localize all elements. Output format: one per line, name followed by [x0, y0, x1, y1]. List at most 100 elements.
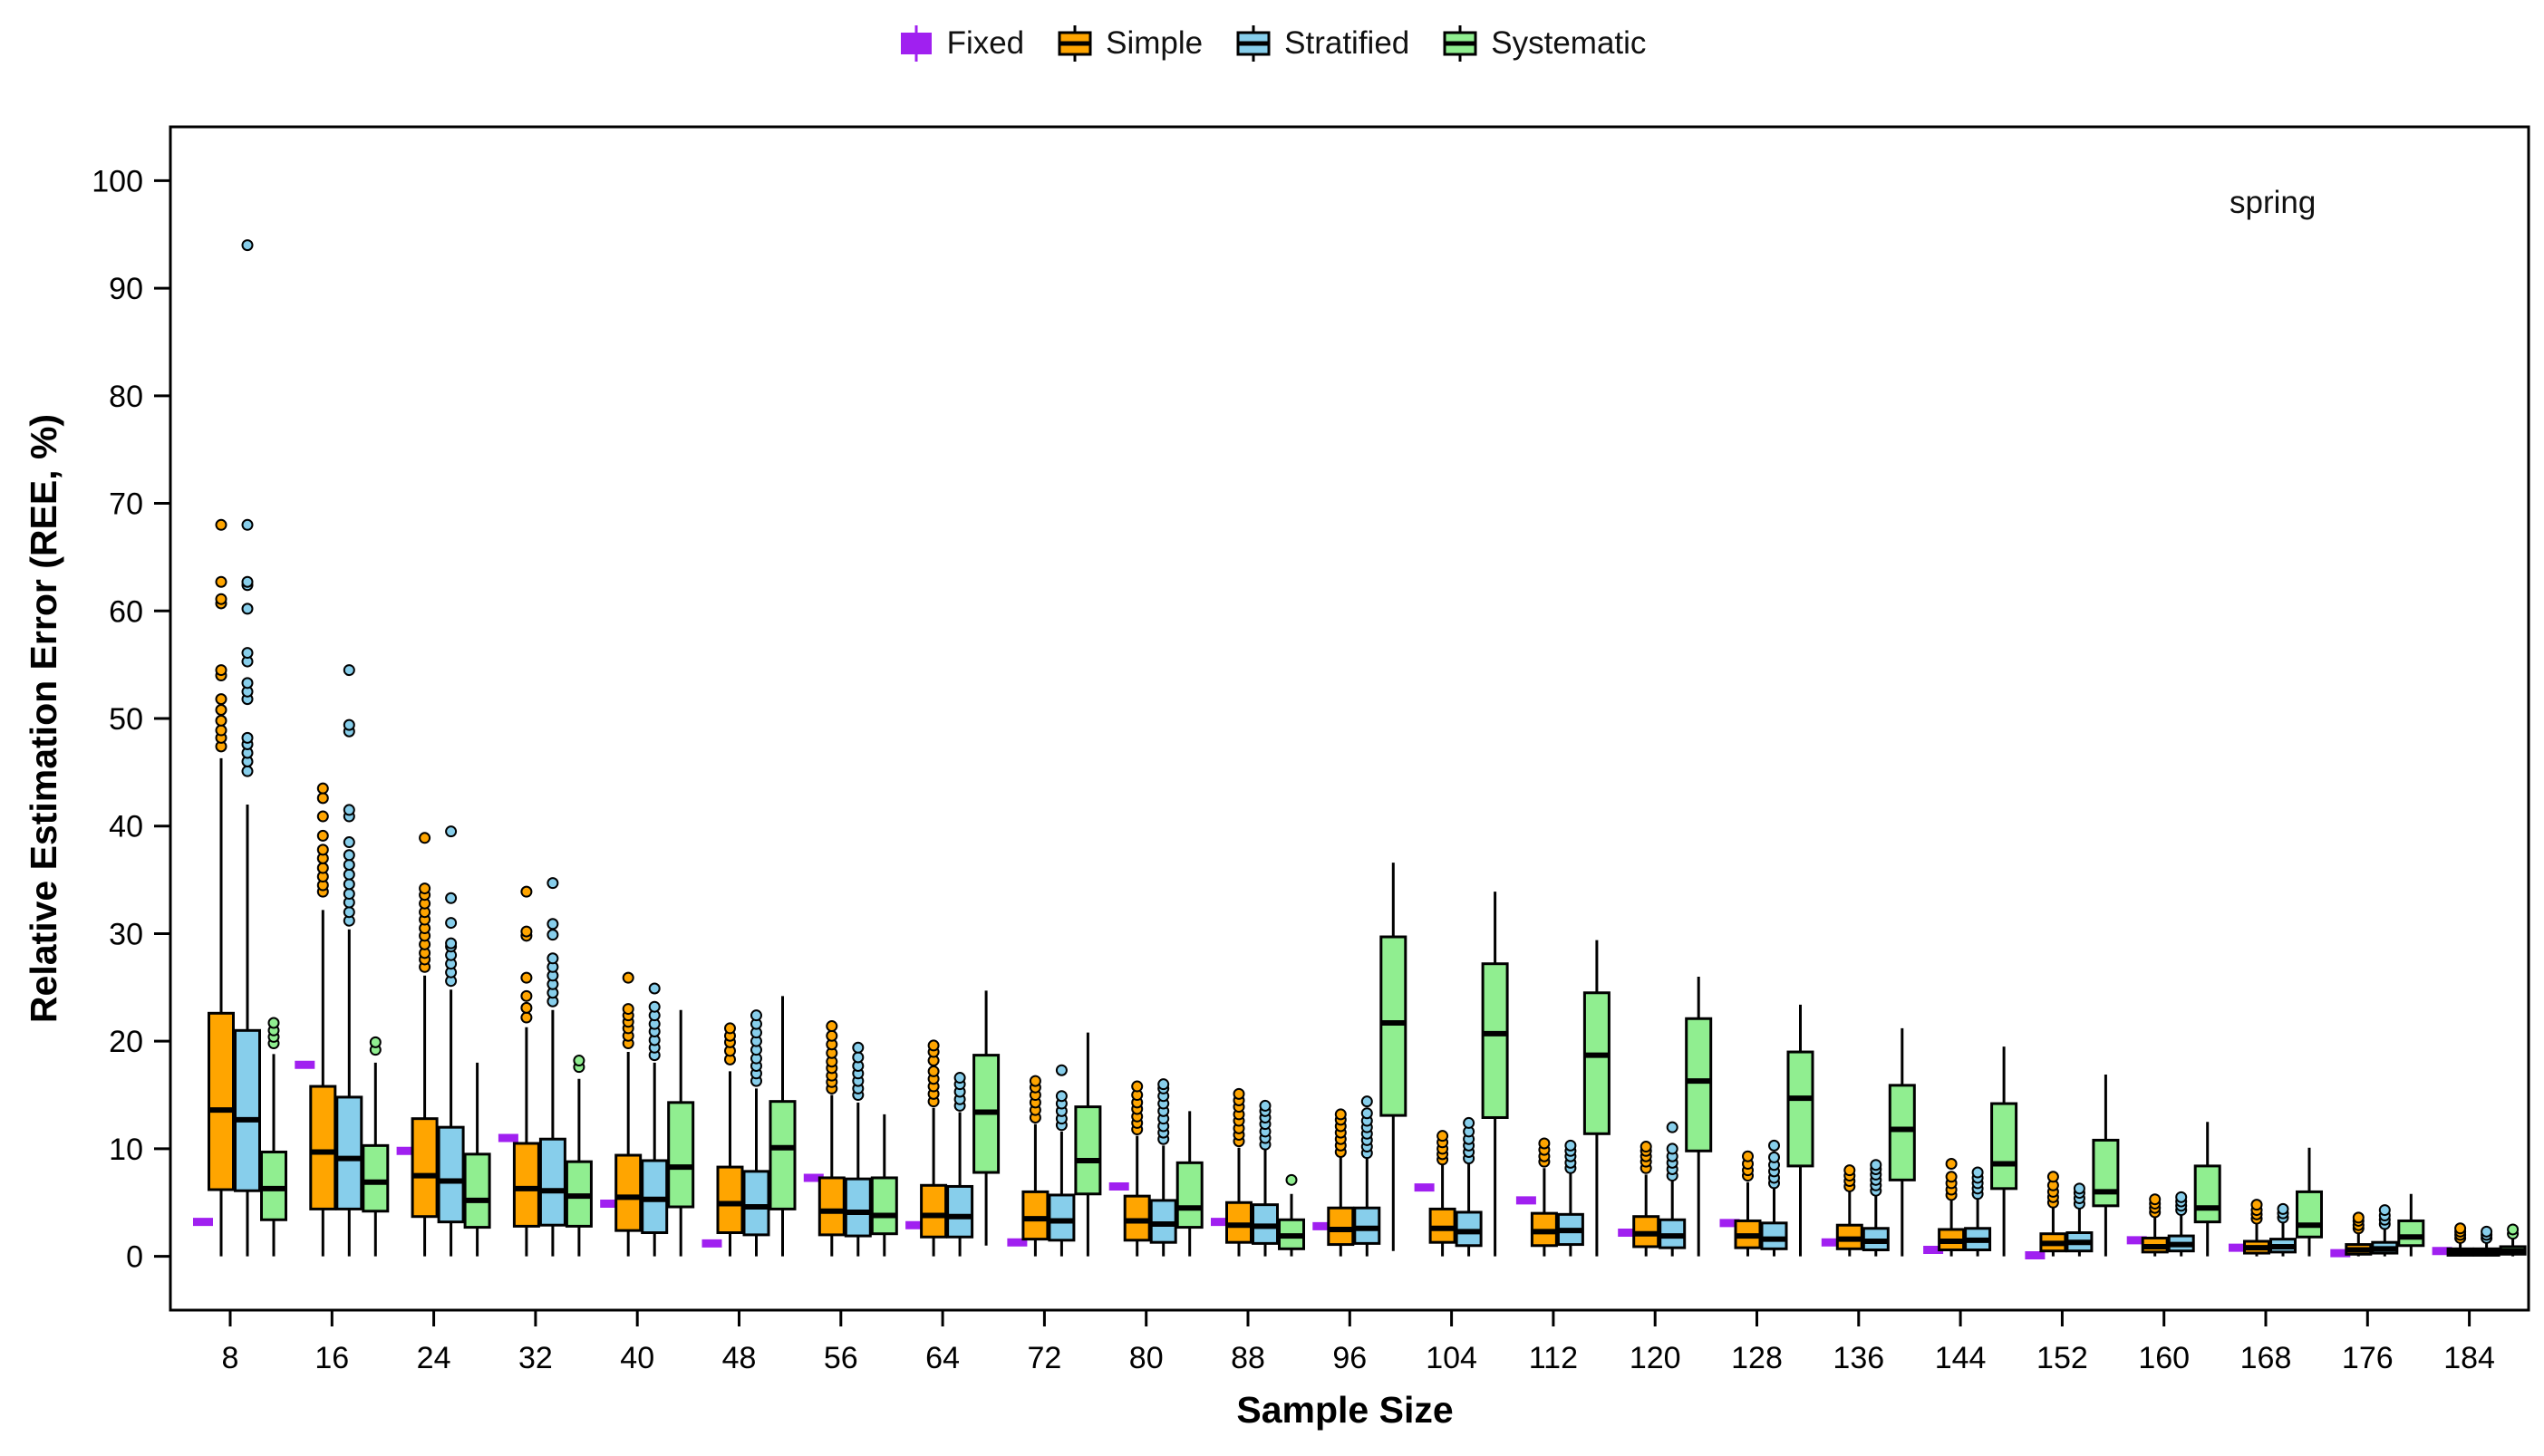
box-simple — [1835, 1164, 1863, 1257]
outlier-simple — [215, 693, 227, 706]
y-tick-label: 60 — [109, 594, 143, 629]
outlier-stratified — [648, 1000, 661, 1013]
outlier-stratified — [343, 906, 355, 919]
y-tick-label: 50 — [109, 702, 143, 737]
box-stratified — [946, 1072, 974, 1257]
box-body-systematic — [1582, 991, 1611, 1135]
outlier-simple — [2046, 1171, 2059, 1183]
box-body-stratified — [437, 1125, 465, 1224]
box-stratified — [2472, 1225, 2500, 1257]
outlier-simple — [2352, 1211, 2365, 1224]
box-systematic — [769, 996, 797, 1257]
box-simple — [2345, 1211, 2373, 1257]
box-systematic — [2397, 1193, 2425, 1257]
outlier-stratified — [241, 575, 254, 588]
outlier-stratified — [241, 647, 254, 660]
outlier-simple — [520, 1011, 533, 1024]
box-simple — [2039, 1171, 2067, 1257]
legend-key-simple — [1058, 25, 1092, 62]
outlier-simple — [1538, 1137, 1551, 1150]
box-stratified — [234, 239, 261, 1257]
box-systematic — [260, 1017, 287, 1257]
outlier-simple — [622, 971, 634, 984]
outlier-stratified — [241, 731, 254, 744]
x-tick-label: 32 — [518, 1341, 553, 1375]
outlier-stratified — [852, 1051, 865, 1064]
outlier-simple — [419, 882, 431, 895]
box-body-systematic — [2092, 1138, 2120, 1208]
box-body-simple — [817, 1176, 846, 1237]
box-body-simple — [309, 1085, 337, 1210]
box-systematic — [2193, 1122, 2221, 1257]
y-tick-label: 80 — [109, 380, 143, 414]
legend-key-systematic — [1443, 25, 1477, 62]
outlier-simple — [520, 989, 533, 1002]
outlier-simple — [215, 724, 227, 737]
outlier-simple — [1640, 1141, 1652, 1153]
outlier-systematic — [1285, 1173, 1298, 1186]
box-simple — [817, 1020, 846, 1257]
outlier-simple — [1334, 1108, 1347, 1121]
outlier-simple — [1436, 1130, 1449, 1143]
x-tick-label: 96 — [1332, 1341, 1367, 1375]
outlier-simple — [215, 518, 227, 531]
box-body-systematic — [1379, 935, 1407, 1117]
box-body-systematic — [463, 1152, 491, 1229]
box-systematic — [362, 1036, 390, 1257]
box-systematic — [1888, 1027, 1916, 1257]
outlier-stratified — [852, 1041, 865, 1054]
box-stratified — [1455, 1116, 1483, 1257]
box-stratified — [1862, 1159, 1890, 1257]
x-tick-label: 24 — [417, 1341, 451, 1375]
box-simple — [1327, 1108, 1355, 1257]
box-simple — [2141, 1193, 2169, 1257]
box-simple — [309, 782, 337, 1257]
box-stratified — [844, 1041, 872, 1257]
outlier-systematic — [2507, 1223, 2520, 1236]
box-body-systematic — [1481, 962, 1509, 1119]
y-tick-label: 70 — [109, 487, 143, 522]
box-systematic — [2499, 1223, 2527, 1257]
x-tick-label: 16 — [314, 1341, 349, 1375]
outlier-stratified — [241, 765, 254, 777]
outlier-simple — [2149, 1193, 2162, 1206]
outlier-simple — [316, 792, 329, 805]
box-body-systematic — [1685, 1017, 1713, 1152]
box-stratified — [2167, 1191, 2195, 1257]
box-simple — [1225, 1087, 1253, 1257]
box-simple — [1530, 1137, 1558, 1257]
x-tick-label: 152 — [2036, 1341, 2088, 1375]
x-tick-label: 160 — [2138, 1341, 2190, 1375]
box-body-simple — [512, 1142, 540, 1228]
outlier-simple — [1945, 1158, 1958, 1171]
y-tick-label: 30 — [109, 917, 143, 951]
outlier-simple — [2250, 1199, 2263, 1211]
x-tick-label: 80 — [1129, 1341, 1164, 1375]
box-body-systematic — [870, 1176, 898, 1236]
outlier-simple — [1029, 1075, 1041, 1087]
box-body-systematic — [769, 1100, 797, 1210]
outlier-simple — [316, 782, 329, 795]
x-tick-label: 128 — [1731, 1341, 1783, 1375]
box-body-systematic — [2193, 1164, 2221, 1224]
outlier-stratified — [445, 892, 458, 904]
box-body-stratified — [234, 1028, 261, 1192]
legend-label-stratified: Stratified — [1284, 25, 1410, 61]
box-body-systematic — [2397, 1219, 2425, 1248]
box-simple — [614, 971, 643, 1257]
outlier-stratified — [648, 982, 661, 995]
outlier-simple — [316, 862, 329, 874]
x-tick-label: 72 — [1027, 1341, 1061, 1375]
box-stratified — [335, 664, 363, 1257]
legend-key-stratified — [1236, 25, 1271, 62]
outlier-stratified — [343, 718, 355, 731]
outlier-stratified — [1157, 1078, 1170, 1091]
box-systematic — [1582, 940, 1611, 1257]
outlier-stratified — [241, 518, 254, 531]
y-tick-label: 20 — [109, 1025, 143, 1059]
legend-label-systematic: Systematic — [1491, 25, 1647, 61]
box-simple — [920, 1039, 948, 1257]
box-body-stratified — [844, 1177, 872, 1238]
box-body-stratified — [538, 1137, 566, 1227]
outlier-stratified — [547, 929, 559, 941]
